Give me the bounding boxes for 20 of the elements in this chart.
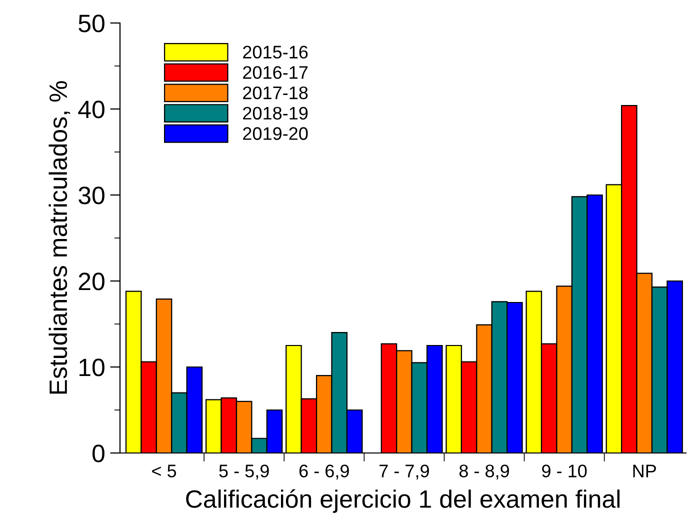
x-tick-label: NP: [633, 464, 656, 478]
y-tick-label: 30: [78, 186, 104, 204]
x-tick-label: 6 - 6,9: [299, 464, 349, 480]
x-tick-label: 7 - 7,9: [380, 464, 429, 480]
y-axis-title: Estudiantes matriculados, %: [48, 81, 70, 394]
legend-label: 2019-20: [243, 127, 308, 140]
legend-label: 2018-19: [243, 106, 308, 120]
x-axis-title: Calificación ejercicio 1 del examen final: [186, 489, 620, 513]
x-tick-label: 8 - 8,9: [459, 464, 509, 480]
x-tick-label: < 5: [152, 464, 176, 478]
x-tick-label: 5 - 5,9: [219, 464, 269, 480]
legend-label: 2015-16: [243, 46, 308, 59]
y-tick-label: 0: [92, 444, 104, 462]
y-tick-label: 10: [80, 358, 104, 376]
y-tick-label: 40: [78, 100, 104, 118]
y-tick-label: 50: [78, 14, 104, 32]
y-tick-label: 20: [78, 272, 104, 290]
legend-label: 2017-18: [243, 86, 308, 100]
legend-label: 2016-17: [243, 66, 308, 79]
x-tick-label: 9 - 10: [542, 464, 587, 478]
